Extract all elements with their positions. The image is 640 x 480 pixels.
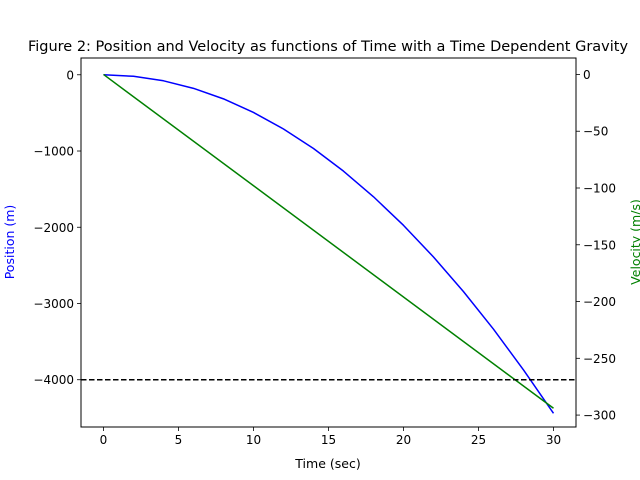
x-tick-label: 20 [396,433,411,447]
y-right-tick-label: −300 [583,409,616,423]
x-tick-label: 15 [321,433,336,447]
x-axis-label: Time (sec) [294,456,360,471]
y-left-tick-label: −4000 [33,373,74,387]
y-left-tick-label: −2000 [33,221,74,235]
x-tick-label: 30 [546,433,561,447]
y-right-tick-label: −100 [583,182,616,196]
x-tick-label: 25 [471,433,486,447]
x-tick-label: 5 [175,433,183,447]
ticks-layer: 0 5 10 15 20 25 30 0 −1000 −2000 −3000 −4000 0 −50 −10… [33,68,616,447]
y-right-tick-label: −150 [583,238,616,252]
y-right-tick-label: 0 [583,68,591,82]
y-right-tick-label: −200 [583,295,616,309]
series-line-velocity [103,73,554,409]
y-left-tick-label: −1000 [33,145,74,159]
y-left-tick-label: −3000 [33,297,74,311]
y-right-tick-label: −250 [583,352,616,366]
x-tick-label: 10 [246,433,261,447]
chart-title: Figure 2: Position and Velocity as funct… [28,39,629,55]
series-layer [103,73,555,414]
y-left-tick-label: 0 [66,68,74,82]
y-axis-right-label: Velocity (m/s) [628,199,640,285]
y-axis-left-label: Position (m) [2,205,17,280]
y-right-tick-label: −50 [583,125,608,139]
series-line-position [103,74,555,414]
x-tick-label: 0 [100,433,108,447]
